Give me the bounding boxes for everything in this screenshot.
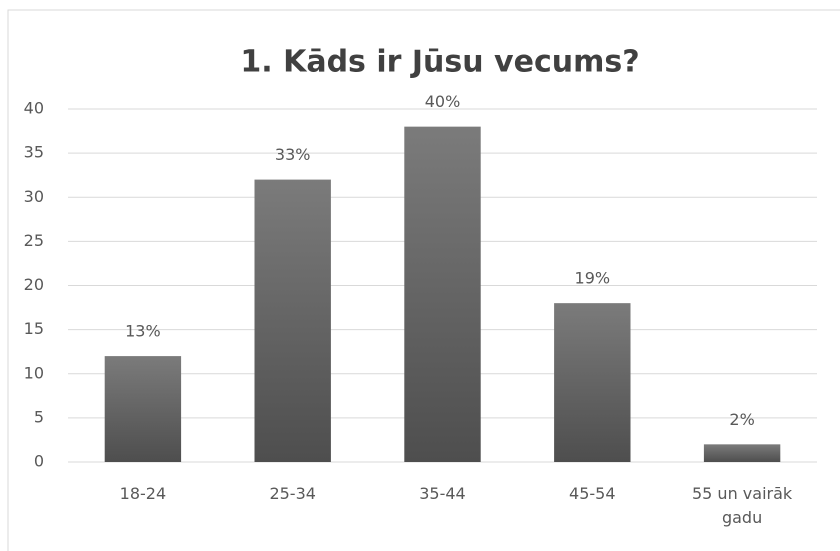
y-tick-label: 10: [24, 363, 44, 382]
data-label: 33%: [275, 145, 311, 164]
bar: [104, 356, 182, 462]
x-tick-label: 45-54: [569, 484, 616, 503]
chart-border: [7, 9, 840, 551]
bar: [703, 444, 781, 462]
data-label: 19%: [575, 269, 611, 288]
x-tick-label: 55 un vairāk gadu: [691, 484, 793, 527]
bar: [404, 126, 481, 463]
chart-title: 1. Kāds ir Jūsu vecums?: [240, 45, 639, 80]
y-tick-label: 20: [24, 275, 44, 294]
y-tick-label: 15: [24, 319, 44, 338]
x-tick-label: 25-34: [269, 484, 316, 503]
y-tick-label: 25: [24, 231, 44, 250]
x-tick-label: 35-44: [419, 484, 466, 503]
y-tick-label: 30: [24, 187, 44, 206]
data-label: 40%: [425, 92, 461, 111]
data-label: 2%: [729, 410, 754, 429]
y-tick-label: 5: [34, 407, 44, 426]
data-label: 13%: [125, 322, 161, 341]
y-tick-label: 40: [24, 99, 44, 118]
y-tick-label: 35: [24, 143, 44, 162]
bar: [254, 179, 331, 462]
y-tick-label: 0: [34, 452, 44, 471]
x-tick-label: 18-24: [119, 484, 167, 503]
bar: [554, 303, 631, 462]
